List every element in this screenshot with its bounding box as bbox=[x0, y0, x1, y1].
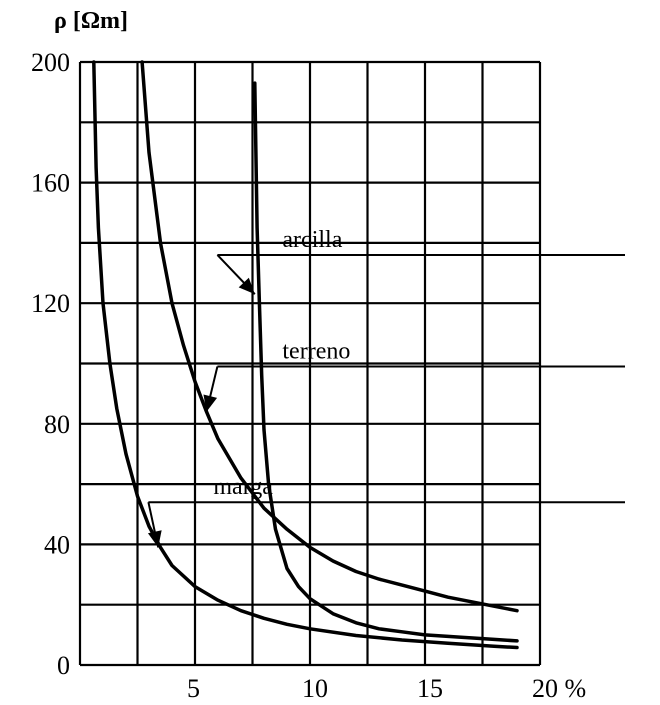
curve-terreno bbox=[140, 60, 519, 613]
arrowhead-arcilla bbox=[238, 277, 255, 295]
x-tick-label: 10 bbox=[302, 674, 328, 703]
y-tick-label: 80 bbox=[44, 410, 70, 439]
y-tick-label: 160 bbox=[31, 169, 70, 198]
x-tick-label: 5 bbox=[187, 674, 200, 703]
curve-label-marga: marga bbox=[213, 474, 273, 500]
curve-label-terreno: terreno bbox=[282, 339, 350, 365]
curve-label-arcilla: arcilla bbox=[282, 227, 342, 253]
arrowhead-terreno bbox=[203, 394, 218, 412]
y-tick-label: 40 bbox=[44, 530, 70, 559]
x-tick-label: 20 % bbox=[532, 674, 586, 703]
labels: 0 40 80 120 160 200 5 10 15 20 % ρ [Ωm] arcilla terr… bbox=[31, 8, 625, 703]
y-tick-label: 120 bbox=[31, 289, 70, 318]
y-axis-label: ρ [Ωm] bbox=[54, 8, 128, 34]
x-tick-label: 15 bbox=[417, 674, 443, 703]
y-tick-label: 0 bbox=[57, 651, 70, 680]
curves bbox=[92, 60, 519, 650]
arrowhead-marga bbox=[147, 530, 162, 548]
curve-marga bbox=[92, 60, 519, 650]
curve-arcilla bbox=[253, 81, 519, 643]
y-tick-label: 200 bbox=[31, 48, 70, 77]
